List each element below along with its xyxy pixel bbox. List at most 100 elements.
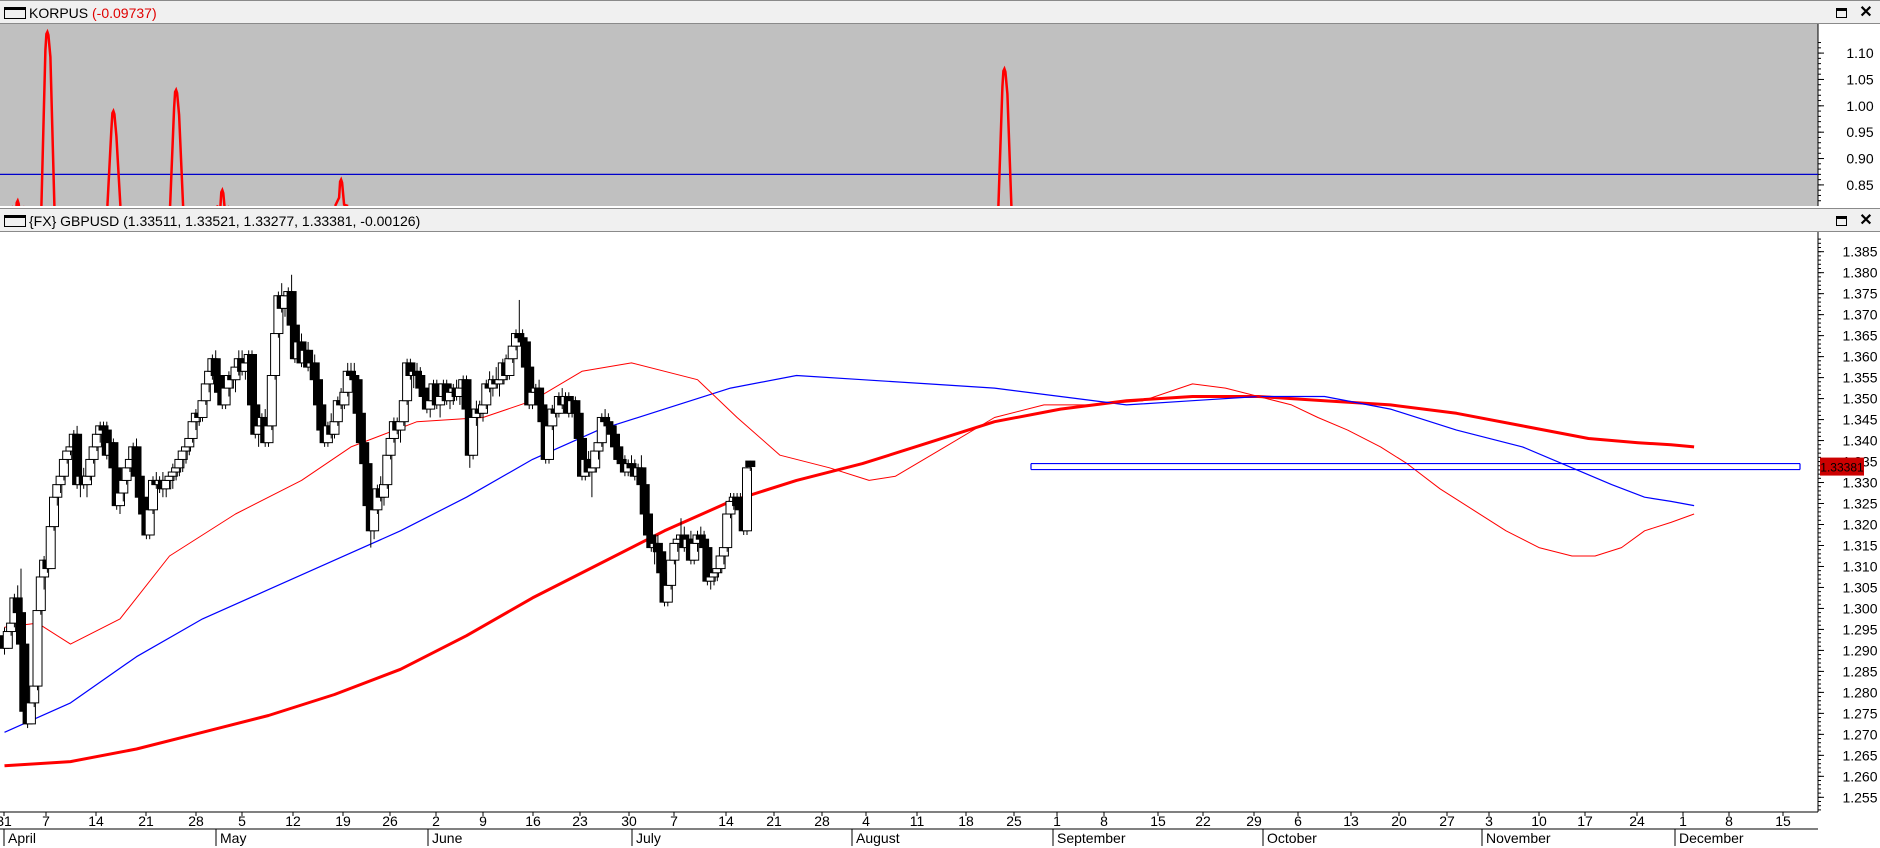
korpus-name: KORPUS — [29, 5, 89, 21]
x-day-label: 21 — [766, 813, 782, 829]
korpus-y-tick-label: 0.90 — [1846, 151, 1873, 167]
x-day-label: 28 — [814, 813, 830, 829]
x-day-label: 4 — [862, 813, 870, 829]
x-day-label: 22 — [1195, 813, 1211, 829]
candle-body-up — [270, 333, 281, 377]
x-day-label: 26 — [382, 813, 398, 829]
korpus-title: KORPUS (-0.09737) — [29, 5, 157, 21]
korpus-spike — [11, 197, 25, 206]
x-day-label: 16 — [525, 813, 541, 829]
x-day-label: 12 — [285, 813, 301, 829]
price-y-tick-label: 1.360 — [1842, 349, 1877, 365]
x-month-label: August — [856, 830, 900, 846]
korpus-y-tick-label: 1.10 — [1846, 45, 1873, 61]
price-y-tick-label: 1.270 — [1842, 726, 1877, 742]
korpus-y-tick-label: 1.05 — [1846, 71, 1873, 87]
x-month-label: November — [1486, 830, 1551, 846]
candle-body-down — [461, 379, 472, 410]
candle-body-up — [266, 375, 277, 427]
korpus-axis-area — [1818, 24, 1880, 206]
x-day-label: 24 — [1629, 813, 1645, 829]
price-y-tick-label: 1.320 — [1842, 517, 1877, 533]
price-y-tick-label: 1.340 — [1842, 433, 1877, 449]
x-day-label: 14 — [88, 813, 104, 829]
x-month-label: May — [220, 830, 246, 846]
korpus-value: (-0.09737) — [92, 5, 157, 21]
korpus-spike — [40, 28, 56, 206]
price-y-tick-label: 1.380 — [1842, 265, 1877, 281]
window-icon — [4, 7, 26, 19]
price-y-tick-label: 1.265 — [1842, 747, 1877, 763]
candle — [266, 371, 277, 431]
price-y-tick-label: 1.275 — [1842, 705, 1877, 721]
x-day-label: 15 — [1150, 813, 1166, 829]
korpus-indicator-chart: 1.10 1.05 1.00 0.95 0.90 0.85 — [0, 24, 1880, 206]
korpus-spike — [168, 86, 185, 206]
candle-body-down — [352, 379, 363, 414]
price-y-tick-label: 1.315 — [1842, 537, 1877, 553]
price-y-tick-label: 1.365 — [1842, 328, 1877, 344]
korpus-titlebar: KORPUS (-0.09737) ✕ — [0, 0, 1880, 24]
x-day-label: 7 — [42, 813, 50, 829]
x-day-label: 9 — [479, 813, 487, 829]
candle — [32, 602, 43, 691]
x-month-label: June — [432, 830, 463, 846]
price-titlebar: {FX} GBPUSD (1.33511, 1.33521, 1.33277, … — [0, 208, 1880, 232]
x-day-label: 18 — [958, 813, 974, 829]
price-y-tick-label: 1.325 — [1842, 496, 1877, 512]
x-month-label: October — [1267, 830, 1317, 846]
price-y-tick-label: 1.285 — [1842, 663, 1877, 679]
price-y-tick-label: 1.295 — [1842, 621, 1877, 637]
price-title: {FX} GBPUSD (1.33511, 1.33521, 1.33277, … — [29, 213, 421, 229]
x-month-label: September — [1057, 830, 1126, 846]
x-day-label: 13 — [1343, 813, 1359, 829]
candle-body-down — [362, 463, 373, 507]
maximize-icon[interactable] — [1830, 3, 1852, 22]
x-day-label: 1 — [1679, 813, 1687, 829]
x-day-label: 29 — [1246, 813, 1262, 829]
candle — [745, 460, 756, 471]
current-price-tag — [1820, 457, 1864, 476]
x-month-label: April — [8, 830, 36, 846]
price-y-tick-label: 1.345 — [1842, 412, 1877, 428]
korpus-spike — [216, 186, 230, 206]
x-day-label: 20 — [1391, 813, 1407, 829]
price-y-tick-label: 1.260 — [1842, 768, 1877, 784]
price-background — [0, 232, 1880, 848]
price-y-tick-label: 1.370 — [1842, 307, 1877, 323]
x-day-label: 8 — [1725, 813, 1733, 829]
sma-fast-line — [4, 362, 1695, 645]
price-y-tick-label: 1.330 — [1842, 475, 1877, 491]
korpus-y-tick-label: 0.85 — [1846, 177, 1873, 193]
price-y-tick-label: 1.300 — [1842, 600, 1877, 616]
x-day-label: 31 — [0, 813, 12, 829]
current-price-label: 1.33381 — [1820, 461, 1864, 475]
maximize-icon[interactable] — [1830, 211, 1852, 230]
x-day-label: 8 — [1100, 813, 1108, 829]
x-day-label: 5 — [238, 813, 246, 829]
x-day-label: 14 — [718, 813, 734, 829]
price-y-tick-label: 1.290 — [1842, 642, 1877, 658]
x-month-label: July — [636, 830, 661, 846]
korpus-y-tick-label: 0.95 — [1846, 124, 1873, 140]
candle-body-down — [355, 412, 366, 444]
x-day-label: 6 — [1294, 813, 1302, 829]
x-day-label: 10 — [1531, 813, 1547, 829]
x-day-label: 30 — [621, 813, 637, 829]
x-day-label: 3 — [1485, 813, 1493, 829]
candle-body-down — [131, 446, 142, 477]
price-chart[interactable]: 1.385 1.380 1.375 1.370 1.365 1.360 1.355 1.350… — [0, 232, 1880, 848]
candle-body-up — [722, 513, 733, 549]
candle-body-up — [742, 467, 752, 532]
x-day-label: 27 — [1439, 813, 1455, 829]
price-y-tick-label: 1.280 — [1842, 684, 1877, 700]
price-y-tick-label: 1.310 — [1842, 558, 1877, 574]
price-y-tick-label: 1.305 — [1842, 579, 1877, 595]
close-icon[interactable]: ✕ — [1859, 4, 1873, 21]
price-y-tick-label: 1.350 — [1842, 391, 1877, 407]
sma-slow-line — [4, 395, 1695, 768]
price-y-tick-label: 1.355 — [1842, 370, 1877, 386]
x-day-label: 7 — [670, 813, 678, 829]
close-icon[interactable]: ✕ — [1859, 212, 1873, 229]
korpus-spike — [333, 176, 349, 206]
